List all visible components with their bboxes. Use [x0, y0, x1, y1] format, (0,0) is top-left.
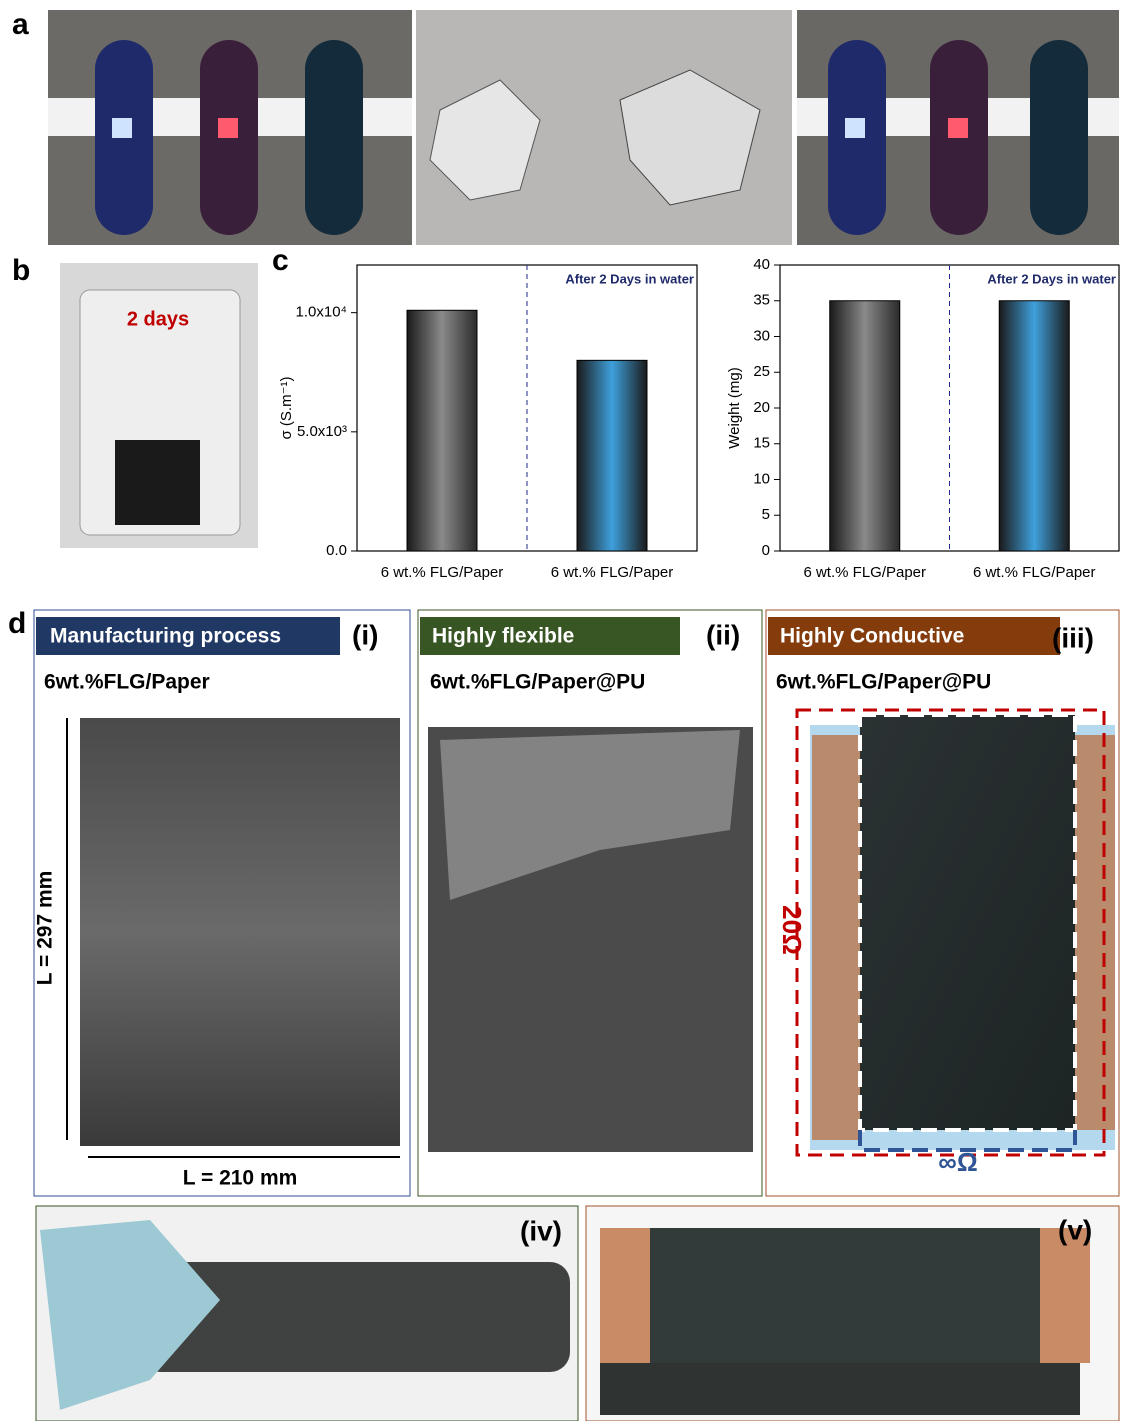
panel-subtitle: 6wt.%FLG/Paper@PU: [776, 671, 991, 694]
y-tick-label: 0: [762, 542, 770, 559]
x-tick-label: 6 wt.% FLG/Paper: [803, 564, 926, 581]
y-tick-label: 35: [753, 292, 770, 309]
sheet-photo: [80, 718, 400, 1146]
bar: [577, 360, 647, 551]
y-axis-label: Weight (mg): [726, 367, 743, 448]
x-tick-label: 6 wt.% FLG/Paper: [381, 564, 504, 581]
bar: [407, 310, 477, 551]
dimension-label: L = 297 mm: [34, 871, 57, 986]
copper-tape: [600, 1228, 650, 1363]
panel-tag: (iii): [1052, 622, 1094, 653]
annotation: After 2 Days in water: [987, 271, 1116, 286]
led: [218, 118, 238, 138]
panel-letter: b: [12, 254, 30, 287]
y-tick-label: 40: [753, 256, 770, 273]
rolled-sheet: [600, 1228, 1090, 1363]
dimension-label: L = 210 mm: [183, 1167, 298, 1190]
panel-letter: a: [12, 8, 29, 41]
panel-subtitle: 6wt.%FLG/Paper: [44, 671, 210, 694]
resistance-label: ∞Ω: [938, 1147, 977, 1177]
beaker-label: 2 days: [127, 308, 189, 330]
panel-tag: (v): [1058, 1214, 1092, 1245]
bar: [999, 301, 1069, 551]
y-tick-label: 5: [762, 506, 770, 523]
sample: [115, 440, 200, 525]
y-tick-label: 30: [753, 327, 770, 344]
annotation: After 2 Days in water: [565, 271, 694, 286]
led: [112, 118, 132, 138]
panel-header: Highly Conductive: [780, 625, 964, 648]
y-tick-label: 5.0x10³: [297, 423, 347, 440]
copper-tape: [1040, 1228, 1090, 1363]
x-tick-label: 6 wt.% FLG/Paper: [551, 564, 674, 581]
bar: [830, 301, 900, 551]
y-axis-label: σ (S.m⁻¹): [278, 376, 295, 439]
y-tick-label: 25: [753, 363, 770, 380]
sheet-flat: [600, 1360, 1080, 1415]
panel-letter: d: [8, 607, 26, 640]
panel-header: Manufacturing process: [50, 625, 281, 648]
sheet: [860, 715, 1075, 1130]
y-tick-label: 0.0: [326, 542, 347, 559]
figure: 2 days a b c d Manufacturing process Hig…: [0, 0, 1121, 1421]
led-board: [305, 40, 363, 235]
led: [845, 118, 865, 138]
resistance-label: 20Ω: [777, 905, 807, 955]
y-tick-label: 10: [753, 470, 770, 487]
panel-subtitle: 6wt.%FLG/Paper@PU: [430, 671, 645, 694]
led-board: [1030, 40, 1088, 235]
panel-tag: (ii): [706, 619, 740, 650]
copper-tape: [812, 735, 862, 1140]
y-tick-label: 1.0x10⁴: [296, 304, 347, 321]
led: [948, 118, 968, 138]
y-tick-label: 20: [753, 399, 770, 416]
x-tick-label: 6 wt.% FLG/Paper: [973, 564, 1096, 581]
copper-tape: [1075, 735, 1115, 1130]
panel-letter: c: [272, 244, 289, 277]
y-tick-label: 15: [753, 435, 770, 452]
panel-header: Highly flexible: [432, 625, 574, 648]
panel-tag: (i): [352, 619, 378, 650]
panel-tag: (iv): [520, 1215, 562, 1246]
